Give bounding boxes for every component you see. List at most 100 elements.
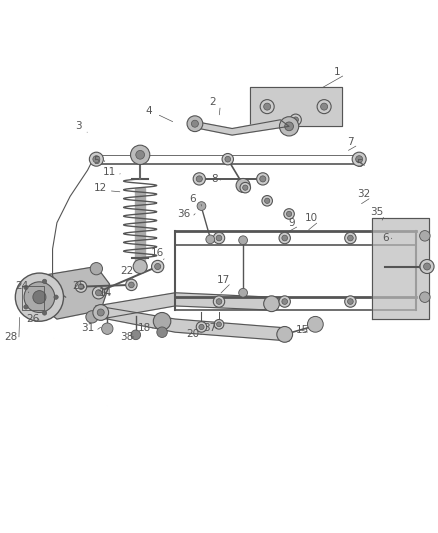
Circle shape <box>264 103 271 110</box>
Circle shape <box>279 232 290 244</box>
Circle shape <box>42 279 47 284</box>
Circle shape <box>187 116 203 132</box>
Circle shape <box>196 176 202 182</box>
Text: 36: 36 <box>177 209 191 219</box>
Circle shape <box>33 290 46 304</box>
Circle shape <box>257 173 269 185</box>
Circle shape <box>216 322 221 327</box>
Text: 12: 12 <box>94 183 107 192</box>
Circle shape <box>97 309 104 316</box>
Text: 28: 28 <box>4 332 18 342</box>
Circle shape <box>102 323 113 334</box>
Circle shape <box>345 296 356 307</box>
Text: 11: 11 <box>103 167 116 177</box>
Text: 16: 16 <box>151 248 164 259</box>
Circle shape <box>420 261 430 272</box>
Circle shape <box>420 260 434 273</box>
Text: 24: 24 <box>15 281 28 291</box>
Text: 25: 25 <box>72 281 85 291</box>
Circle shape <box>317 100 331 114</box>
Circle shape <box>213 296 225 307</box>
Circle shape <box>15 273 64 321</box>
Polygon shape <box>188 120 289 135</box>
Circle shape <box>129 282 134 288</box>
Text: 15: 15 <box>296 325 309 335</box>
Circle shape <box>133 260 147 273</box>
Polygon shape <box>96 293 276 319</box>
Circle shape <box>213 232 225 244</box>
Circle shape <box>277 327 293 342</box>
Circle shape <box>282 235 287 241</box>
Circle shape <box>236 179 250 192</box>
Circle shape <box>307 317 323 332</box>
Text: 35: 35 <box>370 207 383 217</box>
Circle shape <box>284 209 294 219</box>
Text: 26: 26 <box>26 314 39 324</box>
Circle shape <box>424 263 431 270</box>
Circle shape <box>293 117 299 123</box>
Circle shape <box>348 235 353 241</box>
Text: 17: 17 <box>217 274 230 285</box>
Text: 1: 1 <box>334 67 341 77</box>
Circle shape <box>24 285 28 289</box>
Circle shape <box>24 305 28 309</box>
Text: 14: 14 <box>99 288 112 298</box>
Circle shape <box>93 156 100 163</box>
Circle shape <box>152 260 164 273</box>
Text: 37: 37 <box>204 323 217 333</box>
Circle shape <box>131 330 141 340</box>
Text: 2: 2 <box>209 97 216 107</box>
Circle shape <box>24 282 55 312</box>
Circle shape <box>352 152 366 166</box>
Text: 8: 8 <box>211 174 218 184</box>
Circle shape <box>191 120 198 127</box>
Circle shape <box>264 296 279 312</box>
Circle shape <box>260 176 266 182</box>
Text: 38: 38 <box>120 332 134 342</box>
Circle shape <box>155 263 161 270</box>
Circle shape <box>157 327 167 337</box>
Circle shape <box>240 182 251 193</box>
Circle shape <box>225 156 231 162</box>
Circle shape <box>420 292 430 302</box>
Circle shape <box>153 312 171 330</box>
Circle shape <box>136 150 145 159</box>
Circle shape <box>86 311 98 323</box>
Polygon shape <box>135 188 145 266</box>
Circle shape <box>348 298 353 304</box>
Text: 20: 20 <box>186 329 199 340</box>
Text: 5: 5 <box>93 156 100 166</box>
Circle shape <box>265 198 270 204</box>
Text: 5: 5 <box>356 159 363 168</box>
Circle shape <box>54 295 58 300</box>
Text: 6: 6 <box>189 193 196 204</box>
Circle shape <box>95 290 102 296</box>
Circle shape <box>92 287 105 299</box>
Circle shape <box>216 298 222 304</box>
Circle shape <box>243 185 248 190</box>
Circle shape <box>239 288 247 297</box>
Text: 3: 3 <box>75 122 82 131</box>
Circle shape <box>356 156 363 163</box>
Polygon shape <box>250 87 342 126</box>
Text: 4: 4 <box>145 106 152 116</box>
Text: 32: 32 <box>357 189 370 199</box>
Text: 7: 7 <box>347 136 354 147</box>
Circle shape <box>193 173 205 185</box>
Circle shape <box>89 152 103 166</box>
Circle shape <box>93 304 109 320</box>
Circle shape <box>321 103 328 110</box>
Polygon shape <box>372 219 429 319</box>
Circle shape <box>420 231 430 241</box>
Circle shape <box>262 196 272 206</box>
Circle shape <box>285 122 293 131</box>
Circle shape <box>279 117 299 136</box>
Circle shape <box>239 236 247 245</box>
Polygon shape <box>96 306 289 341</box>
Circle shape <box>78 284 84 289</box>
Circle shape <box>222 154 233 165</box>
Polygon shape <box>35 266 110 319</box>
Circle shape <box>214 319 224 329</box>
Circle shape <box>75 281 87 292</box>
Circle shape <box>279 296 290 307</box>
